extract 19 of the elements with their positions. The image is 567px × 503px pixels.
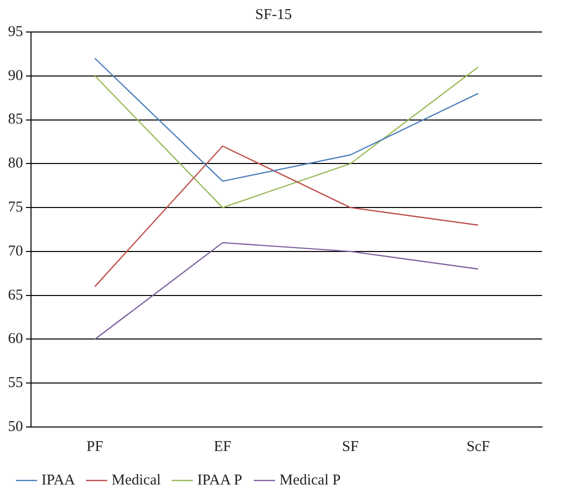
y-tick-label: 95 [8,24,23,40]
y-tick-label: 90 [8,68,23,84]
y-tick-label: 85 [8,112,23,128]
x-tick-label: EF [214,438,232,455]
x-tick-label: SF [342,438,359,455]
legend-label: Medical P [279,472,341,488]
y-tick-label: 80 [8,156,23,172]
y-tick-label: 50 [8,418,23,435]
y-tick-label: 55 [8,375,23,392]
chart-title: SF-15 [255,6,292,23]
y-tick-label: 75 [8,199,23,216]
x-tick-label: PF [86,438,104,455]
x-tick-label: ScF [466,438,490,455]
y-tick-label: 70 [8,243,23,260]
legend-label: IPAA P [197,472,242,488]
legend-label: IPAA [42,472,76,488]
y-tick-label: 60 [8,331,23,348]
y-tick-label: 65 [8,287,23,304]
legend-label: Medical [112,472,161,488]
